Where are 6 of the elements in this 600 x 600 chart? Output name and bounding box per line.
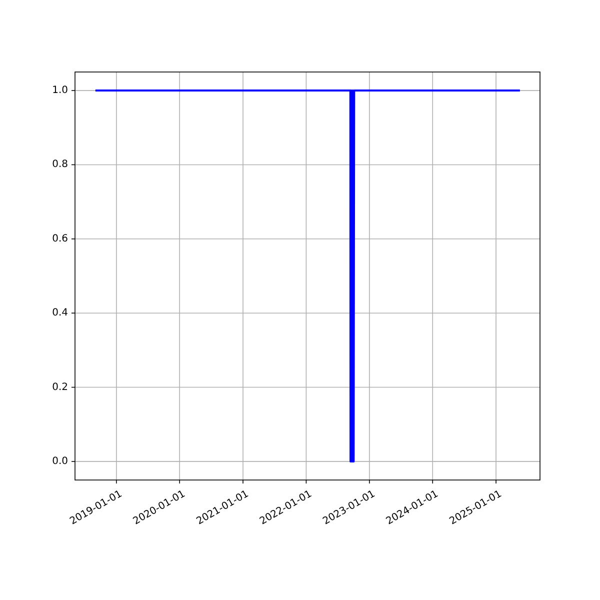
y-tick-label: 1.0 [52,85,68,96]
y-tick-label: 0.2 [52,382,68,393]
y-tick-label: 0.4 [52,308,68,319]
y-tick-label: 0.0 [52,456,68,467]
y-tick-label: 0.6 [52,233,68,244]
y-tick-label: 0.8 [52,159,68,170]
